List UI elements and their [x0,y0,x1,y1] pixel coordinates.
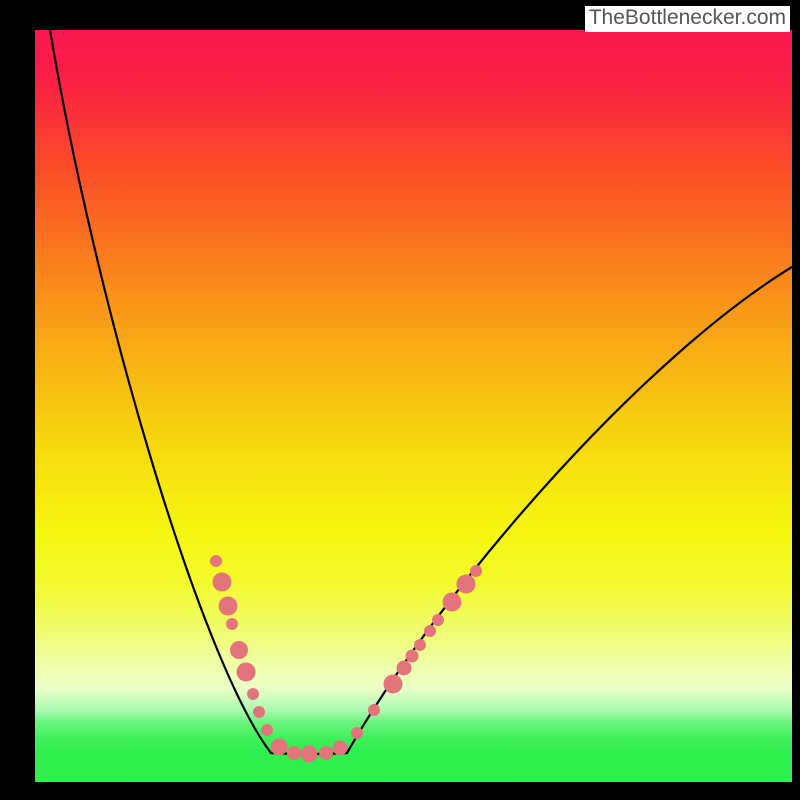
chart-canvas: TheBottlenecker.com [0,0,800,800]
v-curve [0,0,800,800]
watermark-text: TheBottlenecker.com [585,6,790,32]
